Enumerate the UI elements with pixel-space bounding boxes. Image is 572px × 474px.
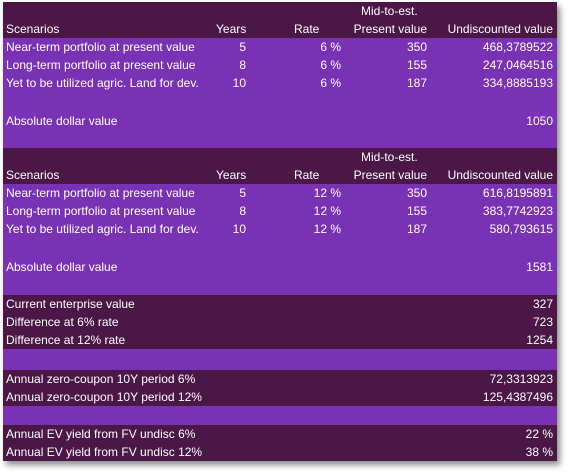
zero-coupon-value: 125,4387496 — [482, 390, 553, 404]
table2-row-uv: 383,7742923 — [482, 204, 553, 218]
zero-coupon-row-12: Annual zero-coupon 10Y period 12% 125,43… — [3, 388, 557, 406]
table2-row-rate: 12 % — [313, 186, 341, 200]
table2-row-uv: 580,793615 — [489, 222, 553, 236]
summary-row-diff-12: Difference at 12% rate 1254 — [3, 331, 557, 349]
table1-row-2: Long-term portfolio at present value 8 6… — [3, 56, 557, 74]
table1-header-undiscounted-value: Undiscounted value — [447, 22, 553, 36]
table1-total-row: Absolute dollar value 1050 — [3, 112, 557, 130]
table1-row-pv: 155 — [406, 58, 427, 72]
table2-header-present-value: Present value — [353, 168, 427, 182]
table2-row-rate: 12 % — [313, 204, 341, 218]
table2-row-pv: 350 — [406, 186, 427, 200]
table1-header-scenarios: Scenarios — [6, 22, 60, 36]
table2-row-label: Long-term portfolio at present value — [6, 204, 196, 218]
summary-row-diff-6: Difference at 6% rate 723 — [3, 313, 557, 331]
table2-row-years: 8 — [239, 204, 246, 218]
summary-spacer — [3, 349, 557, 370]
table2-header-undiscounted-value: Undiscounted value — [447, 168, 553, 182]
ev-yield-row-6: Annual EV yield from FV undisc 6% 22 % — [3, 425, 557, 443]
table1-header-row: Scenarios Years Rate Present value Undis… — [3, 20, 557, 38]
table1-row-label: Yet to be utilized agric. Land for dev. — [6, 76, 199, 90]
table2-total-value: 1581 — [526, 260, 553, 274]
table1-row-rate: 6 % — [320, 40, 341, 54]
table2-row-years: 5 — [239, 186, 246, 200]
table1-spacer — [3, 92, 557, 112]
table2-header-rate: Rate — [294, 168, 320, 182]
table2-header-years: Years — [216, 168, 247, 182]
table1-row-uv: 334,8885193 — [482, 76, 553, 90]
table1-row-years: 5 — [239, 40, 246, 54]
table2-row-1: Near-term portfolio at present value 5 1… — [3, 184, 557, 202]
table2-spacer-bottom — [3, 276, 557, 295]
ev-yield-label: Annual EV yield from FV undisc 6% — [6, 427, 196, 441]
table1-total-label: Absolute dollar value — [6, 114, 118, 128]
zero-coupon-value: 72,3313923 — [489, 372, 553, 386]
table1-row-years: 10 — [232, 76, 246, 90]
table1-row-uv: 247,0464516 — [482, 58, 553, 72]
table1-row-years: 8 — [239, 58, 246, 72]
ev-yield-row-12: Annual EV yield from FV undisc 12% 38 % — [3, 443, 557, 461]
table2-total-row: Absolute dollar value 1581 — [3, 258, 557, 276]
table2-spacer — [3, 238, 557, 258]
spreadsheet: Mid-to-est. Scenarios Years Rate Present… — [3, 2, 557, 461]
zero-coupon-row-6: Annual zero-coupon 10Y period 6% 72,3313… — [3, 370, 557, 388]
summary-value: 723 — [532, 315, 553, 329]
table1-header-mid-to-est: Mid-to-est. — [361, 4, 418, 18]
table1-header-years: Years — [216, 22, 247, 36]
table1-row-label: Near-term portfolio at present value — [6, 40, 195, 54]
table2-row-3: Yet to be utilized agric. Land for dev. … — [3, 220, 557, 238]
table1-header-present-value: Present value — [353, 22, 427, 36]
table2-row-pv: 155 — [406, 204, 427, 218]
table2-total-label: Absolute dollar value — [6, 260, 118, 274]
table2-header-row: Scenarios Years Rate Present value Undis… — [3, 166, 557, 184]
table1-row-rate: 6 % — [320, 76, 341, 90]
table2-row-pv: 187 — [406, 222, 427, 236]
table2-row-uv: 616,8195891 — [482, 186, 553, 200]
ev-yield-label: Annual EV yield from FV undisc 12% — [6, 445, 203, 459]
table2-row-label: Yet to be utilized agric. Land for dev. — [6, 222, 199, 236]
summary-value: 1254 — [526, 333, 553, 347]
summary-label: Difference at 6% rate — [6, 315, 119, 329]
table2-row-label: Near-term portfolio at present value — [6, 186, 195, 200]
table1-total-value: 1050 — [526, 114, 553, 128]
table2-header-scenarios: Scenarios — [6, 168, 60, 182]
table1-row-3: Yet to be utilized agric. Land for dev. … — [3, 74, 557, 92]
table1-row-uv: 468,3789522 — [482, 40, 553, 54]
table2-row-rate: 12 % — [313, 222, 341, 236]
table1-header-top-row: Mid-to-est. — [3, 2, 557, 20]
summary-row-enterprise-value: Current enterprise value 327 — [3, 295, 557, 313]
table2-row-2: Long-term portfolio at present value 8 1… — [3, 202, 557, 220]
zero-coupon-spacer — [3, 406, 557, 425]
summary-value: 327 — [532, 297, 553, 311]
zero-coupon-label: Annual zero-coupon 10Y period 12% — [6, 390, 202, 404]
ev-yield-value: 38 % — [525, 445, 553, 459]
table1-row-rate: 6 % — [320, 58, 341, 72]
ev-yield-value: 22 % — [525, 427, 553, 441]
table1-row-1: Near-term portfolio at present value 5 6… — [3, 38, 557, 56]
summary-label: Difference at 12% rate — [6, 333, 126, 347]
table1-header-rate: Rate — [294, 22, 320, 36]
table2-row-years: 10 — [232, 222, 246, 236]
table1-row-label: Long-term portfolio at present value — [6, 58, 196, 72]
table2-header-top-row: Mid-to-est. — [3, 148, 557, 166]
table2-header-mid-to-est: Mid-to-est. — [361, 150, 418, 164]
table1-row-pv: 187 — [406, 76, 427, 90]
table1-spacer-bottom — [3, 130, 557, 148]
zero-coupon-label: Annual zero-coupon 10Y period 6% — [6, 372, 196, 386]
summary-label: Current enterprise value — [6, 297, 135, 311]
table1-row-pv: 350 — [406, 40, 427, 54]
